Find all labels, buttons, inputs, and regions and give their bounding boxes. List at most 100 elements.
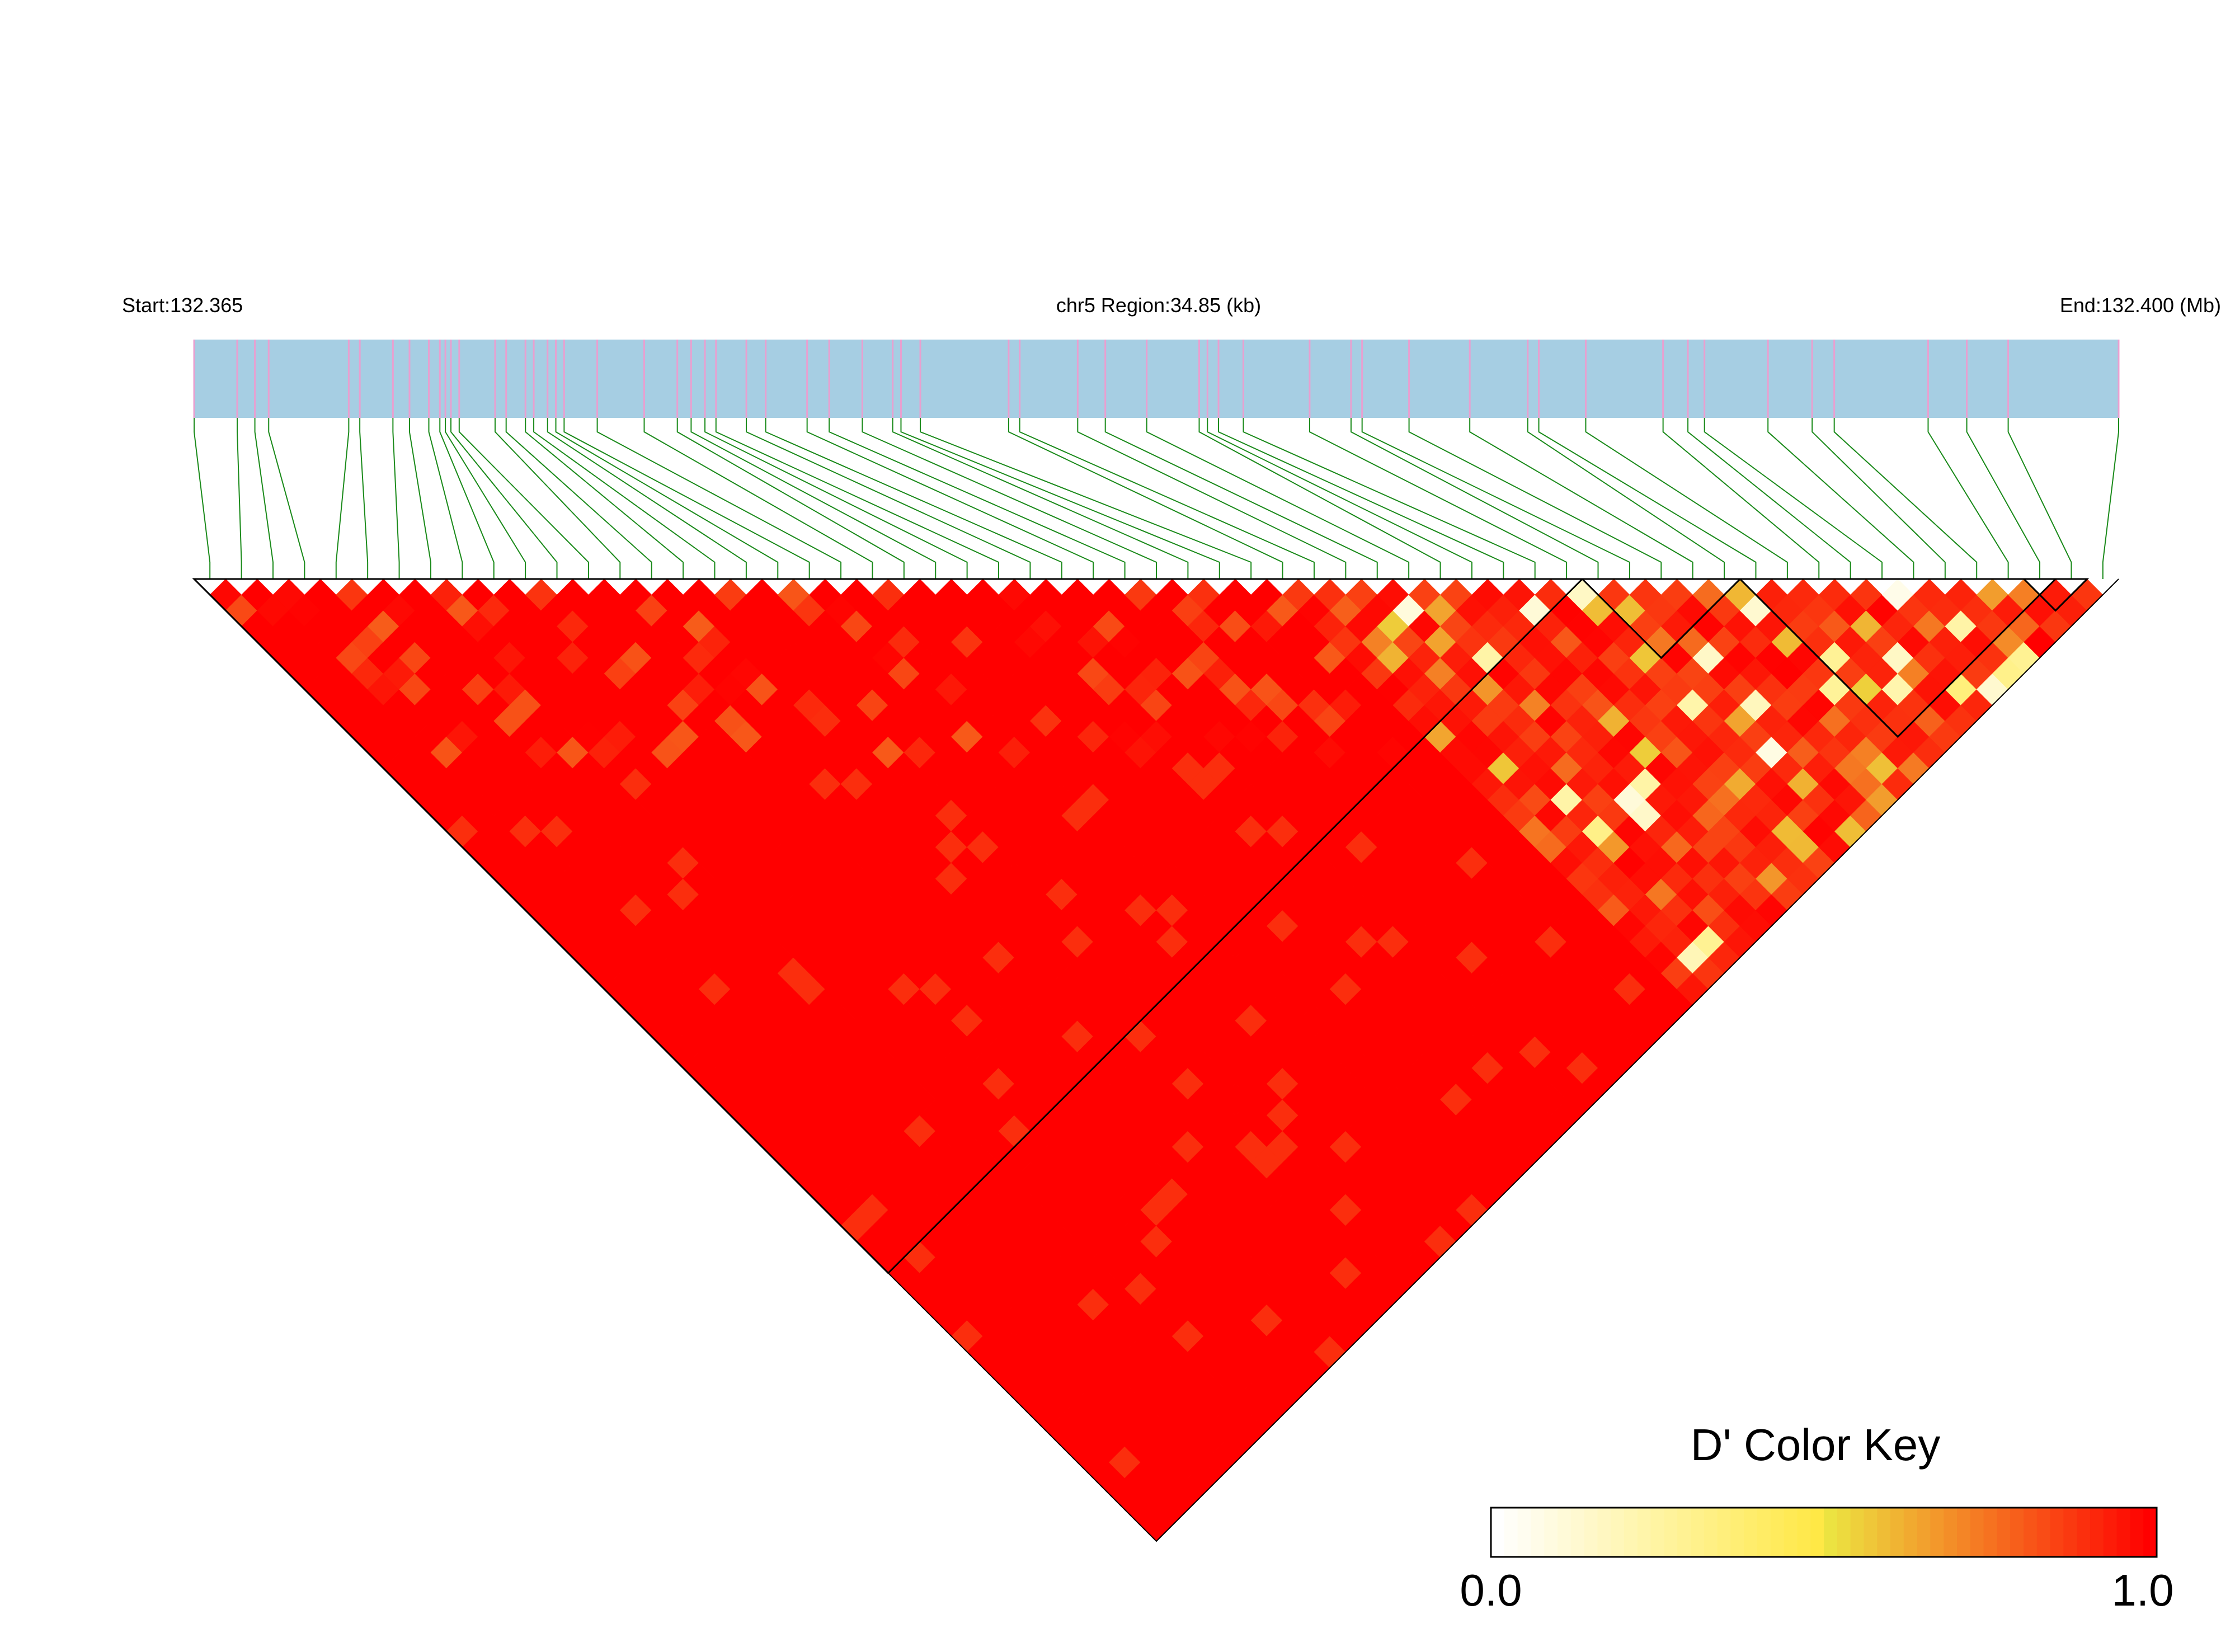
snp-connector <box>1833 418 1978 579</box>
snp-connector <box>1662 418 1820 579</box>
snp-connector <box>715 418 1000 579</box>
snp-connector <box>1361 418 1630 579</box>
color-key-swatch <box>2116 1508 2131 1557</box>
snp-connector <box>596 418 842 579</box>
color-key-swatch <box>2143 1508 2157 1557</box>
color-key-swatch <box>1824 1508 1838 1557</box>
color-key-title: D' Color Key <box>1691 1420 1941 1470</box>
color-key-swatch <box>1744 1508 1758 1557</box>
snp-connector <box>428 418 463 579</box>
color-key-frame <box>1490 1507 2158 1558</box>
snp-connector <box>2102 418 2119 579</box>
snp-connector <box>1350 418 1599 579</box>
color-key-swatch <box>1957 1508 1971 1557</box>
color-key-swatch <box>2077 1508 2091 1557</box>
ld-matrix <box>194 578 2119 1542</box>
color-key: D' Color Key 0.0 1.0 <box>1460 1420 2173 1615</box>
snp-connector <box>1469 418 1693 579</box>
color-key-swatch <box>2024 1508 2038 1557</box>
snp-connector <box>505 418 652 579</box>
snp-tick-marks <box>193 340 2120 418</box>
color-key-swatch <box>1770 1508 1785 1557</box>
color-key-swatch <box>1664 1508 1678 1557</box>
snp-connector <box>1198 418 1441 579</box>
color-key-swatch <box>1504 1508 1518 1557</box>
snp-connector <box>1408 418 1662 579</box>
color-key-swatch <box>1797 1508 1811 1557</box>
snp-connector <box>862 418 1157 579</box>
snp-connector <box>1309 418 1568 579</box>
color-key-swatch <box>1570 1508 1585 1557</box>
snp-connector-lines <box>194 418 2119 579</box>
color-key-swatch <box>1650 1508 1665 1557</box>
snp-connector <box>1146 418 1410 579</box>
snp-connector <box>1019 418 1315 579</box>
color-key-swatch <box>1970 1508 1984 1557</box>
snp-connector <box>2007 418 2072 579</box>
haplotype-blocks <box>192 578 2090 1274</box>
snp-connector <box>194 418 211 579</box>
snp-connector <box>392 418 400 579</box>
snp-connector <box>746 418 1031 579</box>
snp-connector <box>1218 418 1504 579</box>
snp-connector <box>765 418 1062 579</box>
color-key-swatch <box>2063 1508 2078 1557</box>
snp-connector <box>1687 418 1851 579</box>
snp-connector <box>1704 418 1883 579</box>
color-key-swatch <box>2036 1508 2051 1557</box>
color-key-swatch <box>1903 1508 1918 1557</box>
color-key-min-label: 0.0 <box>1460 1565 1522 1615</box>
haplotype-block-outline <box>1738 578 2058 738</box>
color-key-swatch <box>1624 1508 1638 1557</box>
snp-connector <box>829 418 1126 579</box>
color-key-swatch <box>1677 1508 1691 1557</box>
region-bar <box>194 340 2119 418</box>
color-key-swatch <box>2010 1508 2024 1557</box>
snp-connector <box>335 418 350 579</box>
color-key-swatch <box>2130 1508 2144 1557</box>
color-key-swatch <box>1837 1508 1851 1557</box>
color-key-swatch <box>1983 1508 1998 1557</box>
color-key-swatch <box>1704 1508 1718 1557</box>
color-key-gradient <box>1491 1508 2157 1557</box>
snp-connector <box>525 418 684 579</box>
snp-connector <box>1207 418 1472 579</box>
snp-connector <box>236 418 242 579</box>
snp-connector <box>555 418 779 579</box>
snp-connector <box>494 418 621 579</box>
color-key-swatch <box>1717 1508 1731 1557</box>
region-start-label: Start:132.365 <box>122 294 243 317</box>
color-key-swatch <box>1864 1508 1878 1557</box>
snp-connector <box>690 418 937 579</box>
color-key-swatch <box>1491 1508 1505 1557</box>
color-key-swatch <box>2050 1508 2064 1557</box>
snp-connector <box>1527 418 1725 579</box>
snp-connector <box>254 418 274 579</box>
color-key-swatch <box>1917 1508 1931 1557</box>
snp-connector <box>676 418 905 579</box>
snp-connector <box>900 418 1220 579</box>
snp-connector <box>643 418 873 579</box>
color-key-swatch <box>1730 1508 1745 1557</box>
color-key-swatch <box>1558 1508 1571 1557</box>
haplotype-block-outline <box>2022 578 2090 612</box>
color-key-swatch <box>1517 1508 1532 1557</box>
color-key-swatch <box>1637 1508 1651 1557</box>
color-key-swatch <box>1890 1508 1904 1557</box>
color-key-swatch <box>1784 1508 1798 1557</box>
snp-connector <box>1104 418 1378 579</box>
haplotype-block-outline <box>1580 578 1742 660</box>
color-key-swatch <box>1877 1508 1891 1557</box>
color-key-swatch <box>1850 1508 1865 1557</box>
snp-connector <box>1008 418 1283 579</box>
snp-connector <box>1077 418 1347 579</box>
snp-connector <box>458 418 589 579</box>
snp-connector <box>892 418 1189 579</box>
snp-connector <box>1927 418 2009 579</box>
color-key-swatch <box>1584 1508 1598 1557</box>
color-key-swatch <box>1944 1508 1958 1557</box>
color-key-swatch <box>1691 1508 1705 1557</box>
color-key-swatch <box>1611 1508 1625 1557</box>
region-title: chr5 Region:34.85 (kb) <box>1056 294 1261 317</box>
snp-connector <box>450 418 558 579</box>
